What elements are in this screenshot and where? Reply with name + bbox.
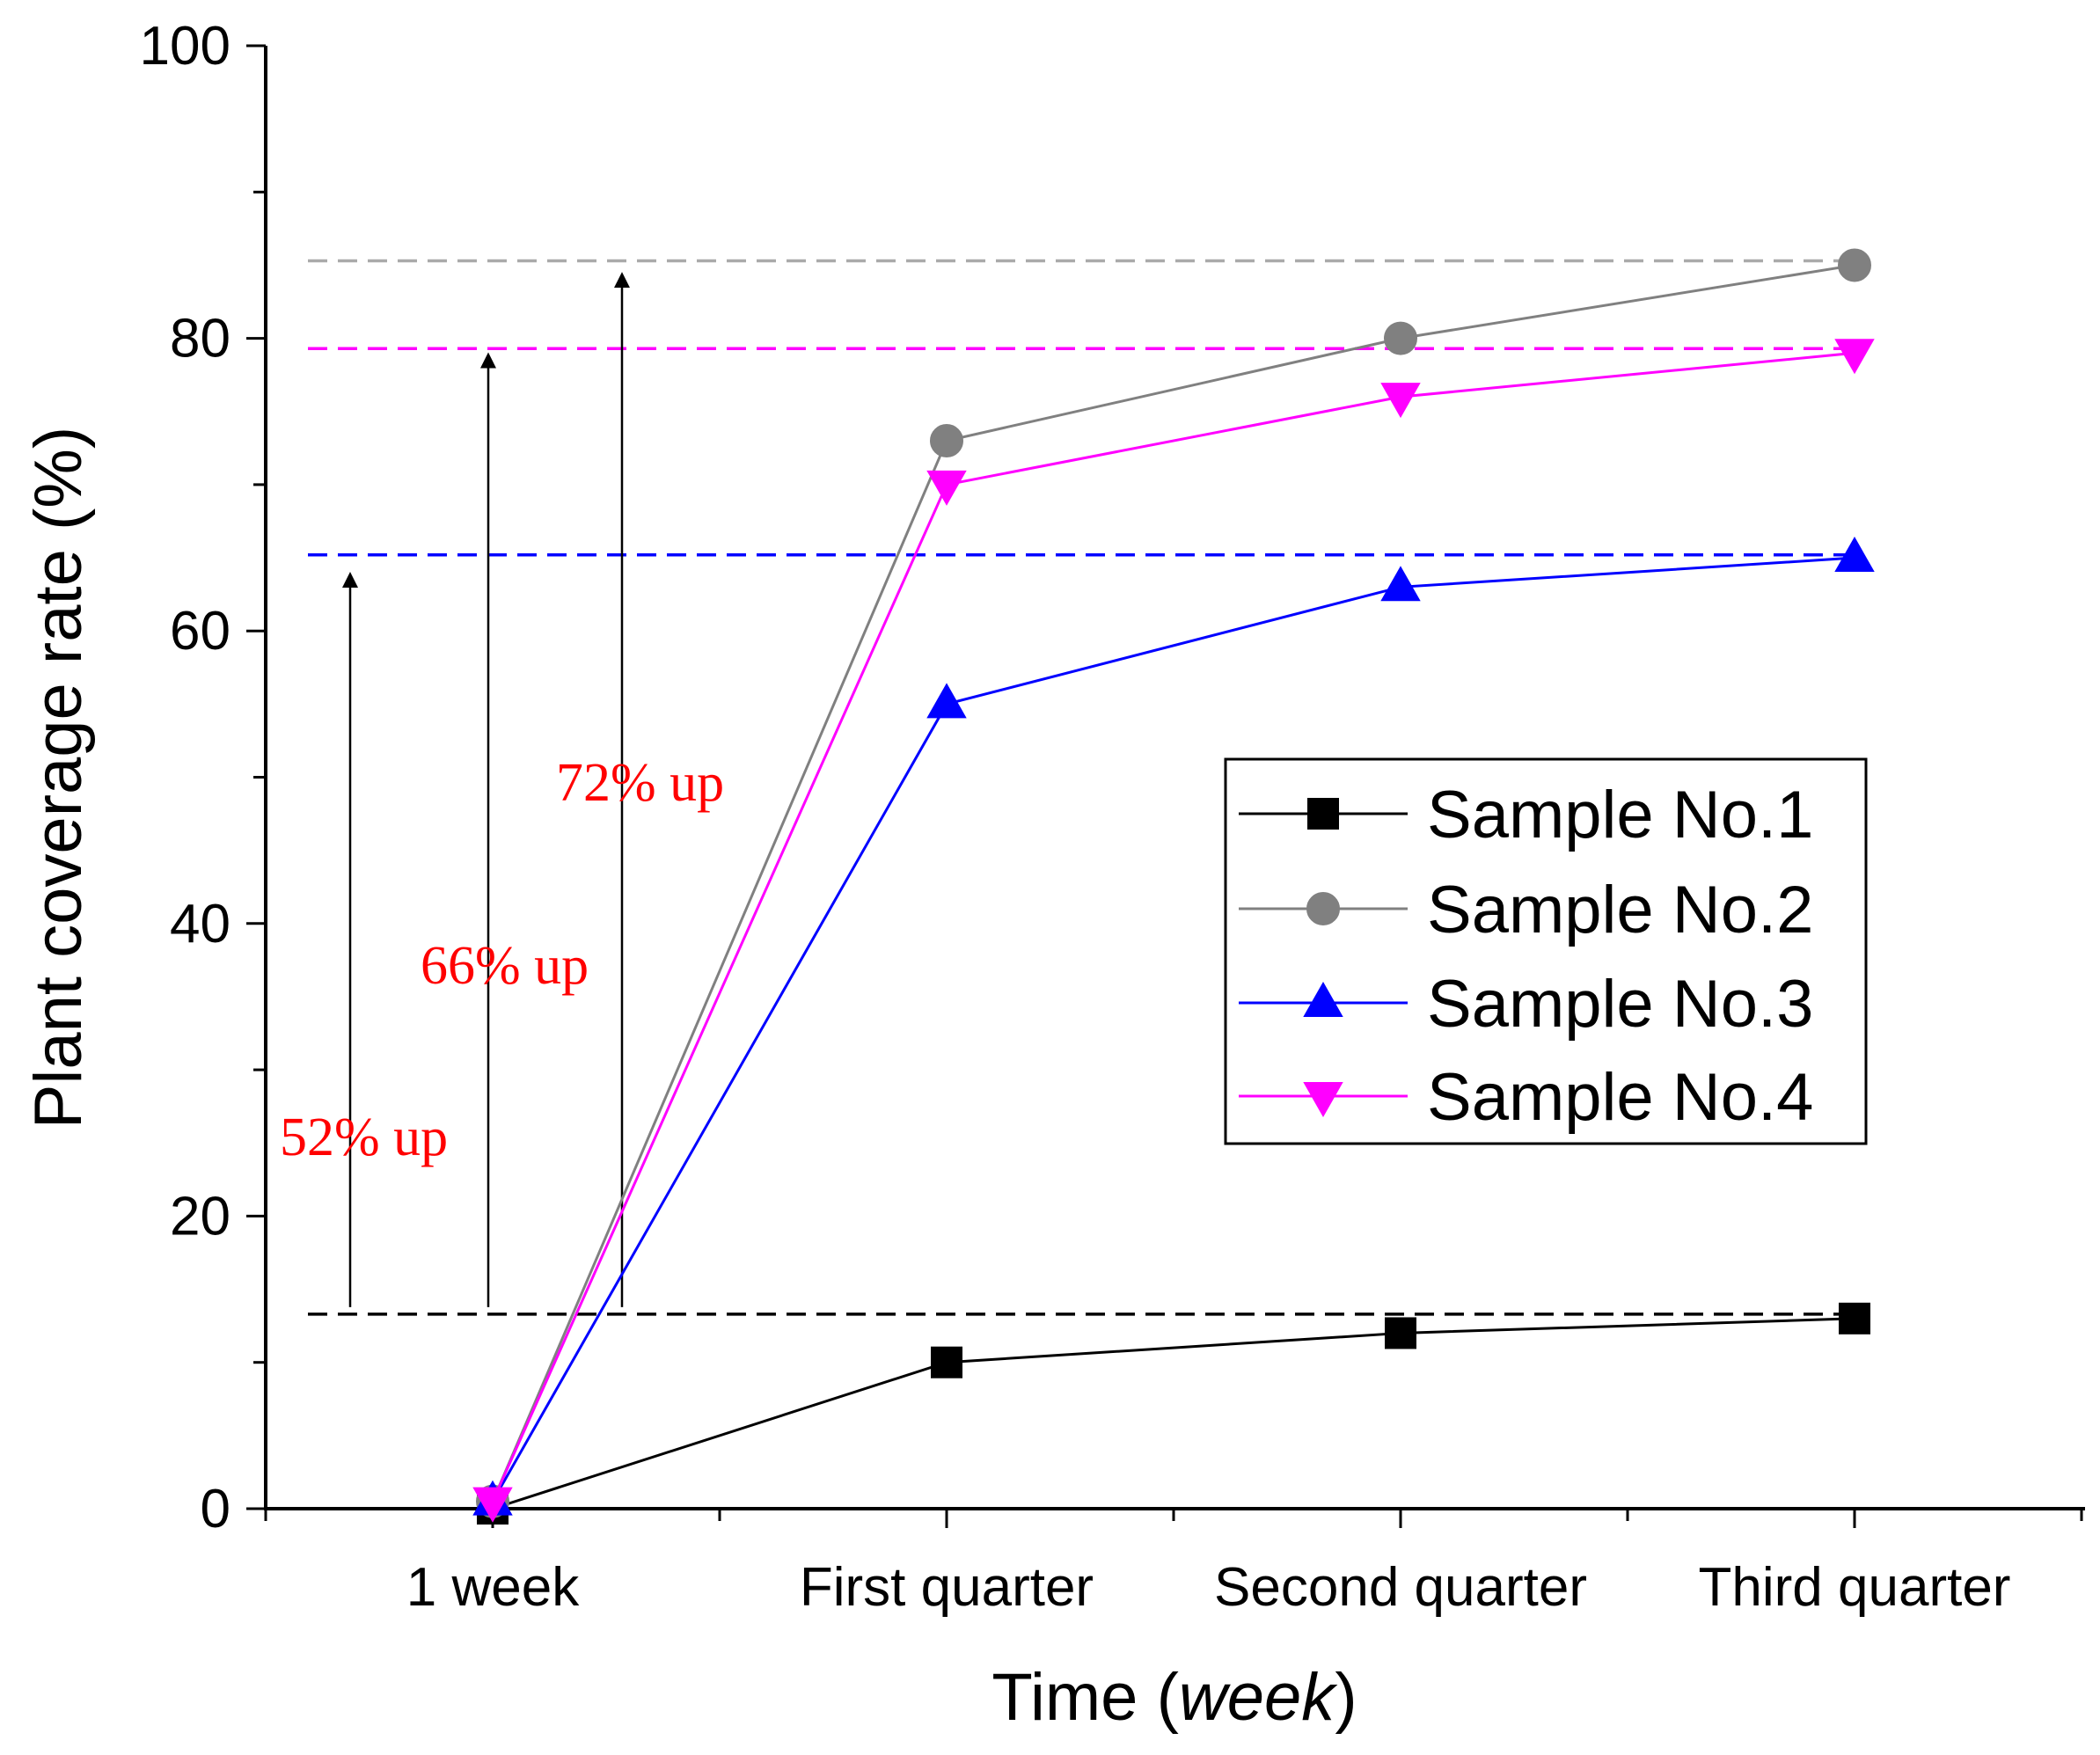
- y-tick-label: 100: [140, 16, 230, 77]
- y-tick-label: 20: [170, 1186, 230, 1247]
- legend-item-3: Sample No.3: [1239, 967, 1813, 1042]
- legend-label: Sample No.3: [1427, 967, 1813, 1042]
- data-point: [472, 1487, 513, 1523]
- legend-marker: [1303, 981, 1343, 1017]
- legend: Sample No.1 Sample No.2 Sample No.3 Sample …: [1224, 757, 1868, 1145]
- y-tick-label: 60: [170, 601, 230, 662]
- series-group: [472, 248, 1875, 1525]
- y-tick-label: 40: [170, 894, 230, 954]
- data-point: [1380, 383, 1421, 419]
- legend-marker: [1303, 1082, 1343, 1118]
- legend-item-2: Sample No.2: [1239, 873, 1813, 947]
- data-point: [930, 424, 963, 458]
- data-point: [1385, 1317, 1416, 1349]
- legend-label: Sample No.1: [1427, 778, 1813, 852]
- series-4: [472, 339, 1875, 1523]
- data-point: [926, 683, 967, 719]
- series-line-4: [491, 351, 1855, 1503]
- legend-item-1: Sample No.1: [1239, 778, 1813, 852]
- legend-label: Sample No.4: [1427, 1060, 1813, 1135]
- series-line-1: [492, 1317, 1855, 1510]
- legend-marker: [1306, 892, 1340, 925]
- annotation-label-3: 72% up: [556, 753, 724, 813]
- legend-label: Sample No.2: [1427, 873, 1813, 947]
- series-line-3: [491, 556, 1855, 1503]
- y-tick-label: 0: [201, 1479, 230, 1539]
- x-tick-label: Third quarter: [1699, 1557, 2011, 1618]
- x-tick-label: First quarter: [800, 1557, 1094, 1618]
- annotation-label-2: 66% up: [421, 936, 589, 996]
- y-axis-title: Plant coverage rate (%): [21, 427, 96, 1129]
- x-tick-label: Second quarter: [1214, 1557, 1587, 1618]
- annotation-label-1: 52% up: [280, 1108, 448, 1167]
- data-point: [1380, 566, 1421, 602]
- legend-marker: [1307, 798, 1339, 830]
- x-axis-title-label: Time: [991, 1660, 1138, 1735]
- data-point: [931, 1346, 962, 1378]
- data-point: [1834, 537, 1875, 573]
- data-point: [1838, 248, 1871, 282]
- reference-lines: [308, 259, 1856, 1316]
- data-point: [1839, 1302, 1870, 1335]
- legend-item-4: Sample No.4: [1239, 1060, 1813, 1135]
- x-axis-title: Time (week): [991, 1660, 1357, 1735]
- series-1: [477, 1302, 1870, 1525]
- data-point: [1384, 321, 1417, 355]
- x-axis-title-unit: week: [1179, 1660, 1338, 1735]
- x-tick-label: 1 week: [406, 1557, 580, 1618]
- series-line-2: [491, 263, 1855, 1503]
- x-ticks: 1 week First quarter Second quarter Third q…: [264, 1509, 2083, 1618]
- y-tick-label: 80: [170, 309, 230, 369]
- annotations: 52% up 66% up 72% up: [280, 272, 724, 1307]
- data-point: [1834, 339, 1875, 375]
- data-point: [926, 470, 967, 506]
- y-ticks: 0 20 40 60 80 100: [140, 16, 266, 1539]
